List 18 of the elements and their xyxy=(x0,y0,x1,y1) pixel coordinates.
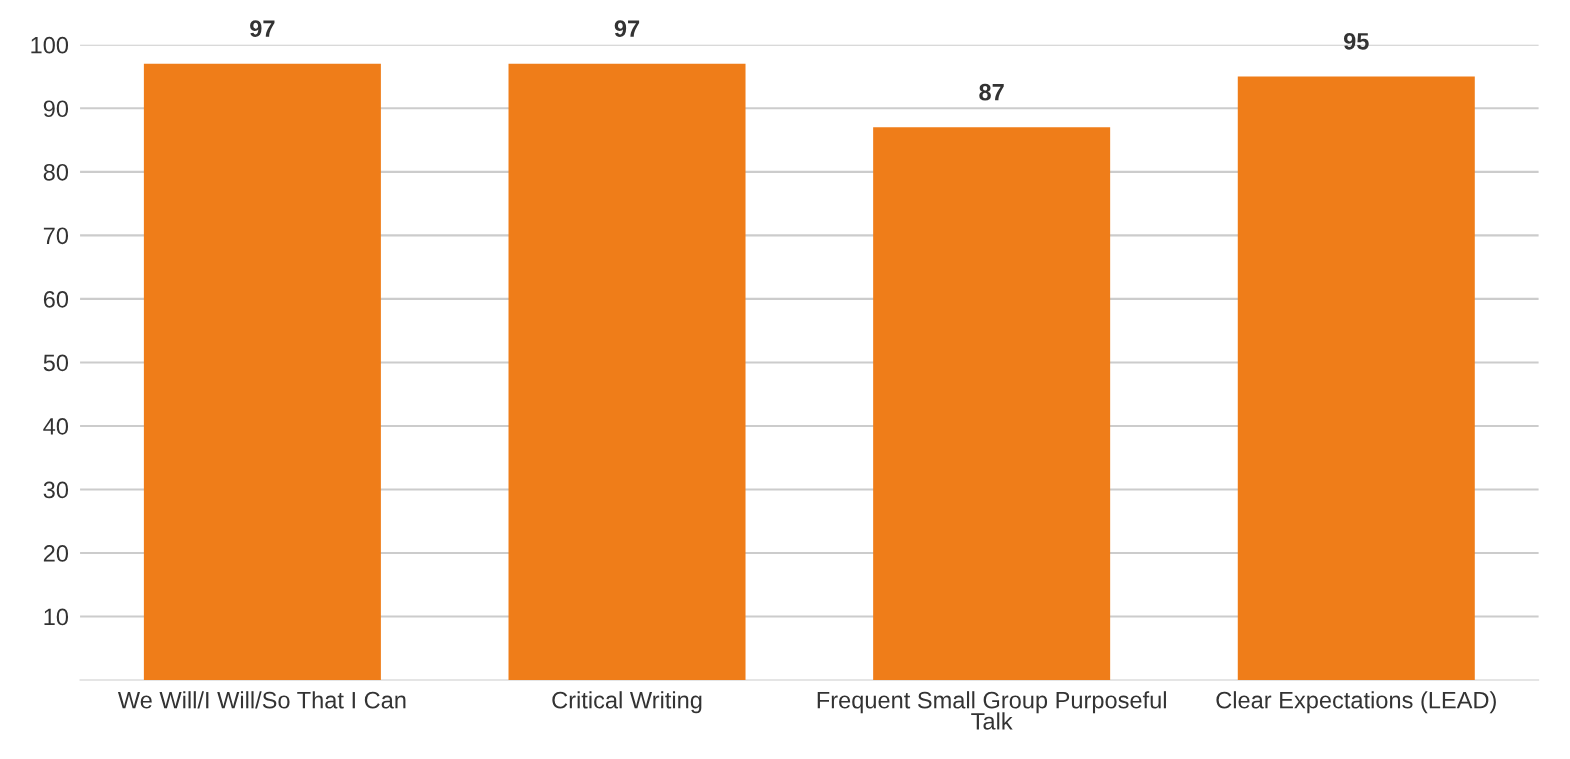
x-tick-label: Clear Expectations (LEAD) xyxy=(1216,691,1496,714)
y-tick-label: 80 xyxy=(43,163,69,181)
y-tick-label: 100 xyxy=(31,36,69,54)
y-tick-label: 40 xyxy=(43,418,69,435)
x-tick-label: Frequent Small Group Purposeful Talk xyxy=(817,691,1166,730)
data-label: 97 xyxy=(614,20,640,37)
data-label: 87 xyxy=(979,83,1004,101)
data-label: 95 xyxy=(1343,32,1369,50)
y-tick-label: 90 xyxy=(43,100,69,118)
y-tick-label: 20 xyxy=(43,545,69,562)
y-tick-label: 50 xyxy=(43,354,69,372)
y-tick-label: 30 xyxy=(43,481,69,499)
y-tick-label: 10 xyxy=(44,608,69,626)
x-tick-label: We Will/I Will/So That I Can xyxy=(117,691,406,709)
y-tick-label: 60 xyxy=(43,290,69,308)
x-tick-label: Critical Writing xyxy=(552,691,702,714)
y-tick-label: 70 xyxy=(43,227,69,245)
data-label: 97 xyxy=(250,20,275,37)
